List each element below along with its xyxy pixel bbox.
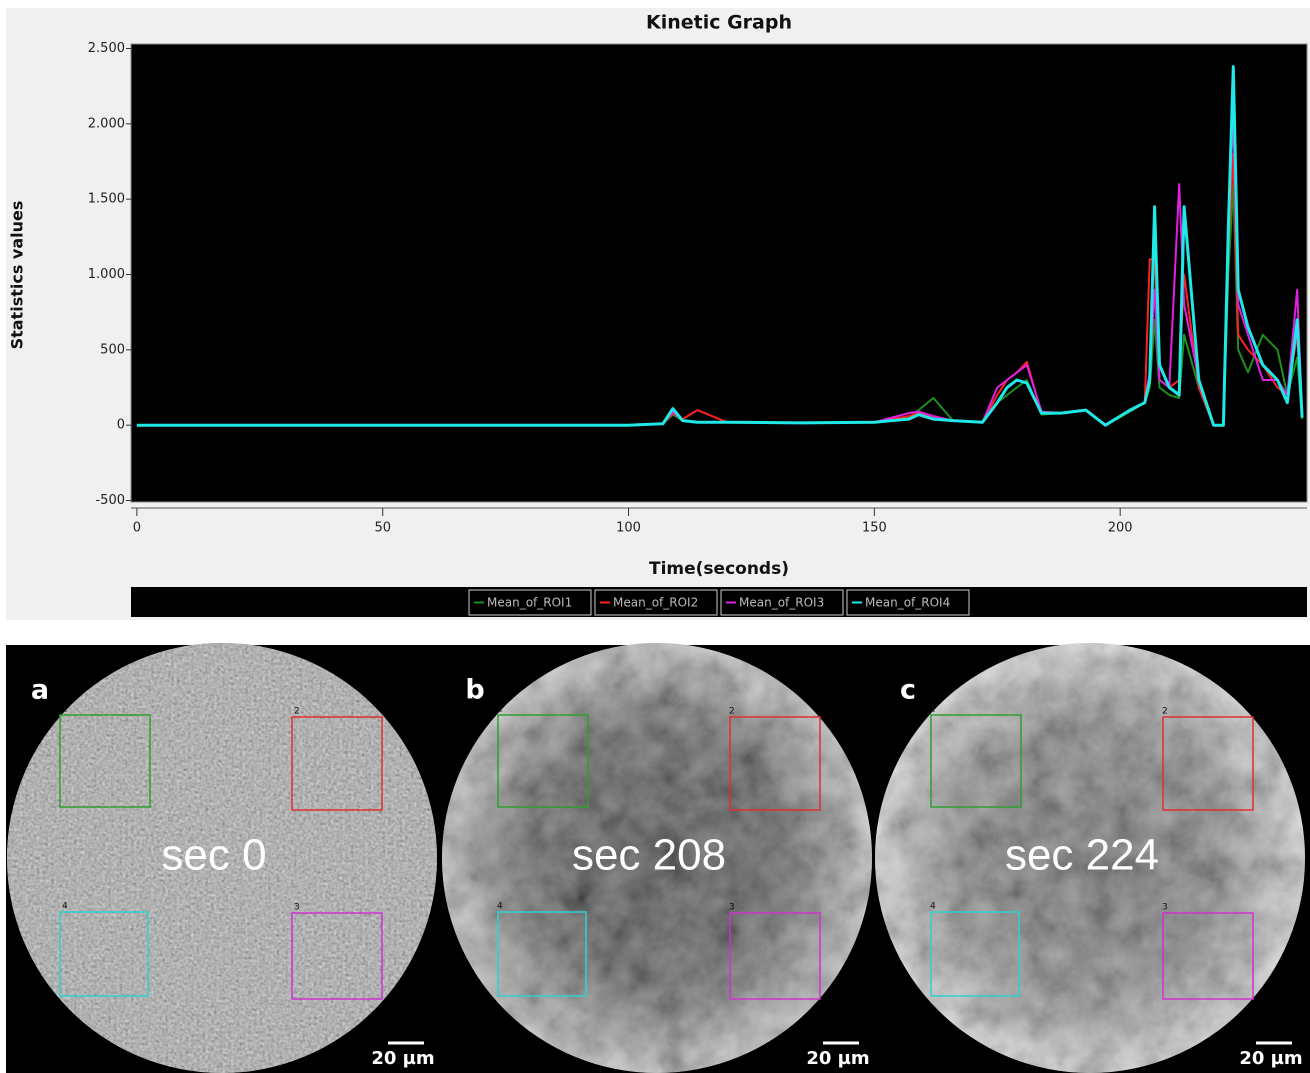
legend-label: Mean_of_ROI3 bbox=[739, 596, 824, 610]
scale-bar-label: 20 µm bbox=[371, 1048, 434, 1069]
x-axis-title: Time(seconds) bbox=[649, 559, 789, 579]
roi-label: 3 bbox=[1162, 903, 1168, 913]
roi-box bbox=[291, 912, 383, 1000]
scale-bar-label: 20 µm bbox=[1239, 1048, 1302, 1069]
chart-title: Kinetic Graph bbox=[646, 12, 792, 34]
legend-label: Mean_of_ROI1 bbox=[487, 596, 572, 610]
legend-item: Mean_of_ROI4 bbox=[846, 589, 970, 616]
roi-box bbox=[59, 911, 149, 997]
roi-label: 4 bbox=[930, 902, 936, 912]
roi-label: 1 bbox=[497, 705, 503, 715]
roi-box bbox=[497, 911, 587, 997]
y-tick-label: -500 bbox=[95, 493, 125, 508]
roi-label: 1 bbox=[62, 705, 68, 715]
legend bbox=[131, 587, 1307, 617]
y-axis-title: Statistics values bbox=[8, 201, 27, 350]
x-tick-label: 50 bbox=[374, 521, 391, 536]
legend-box bbox=[720, 589, 844, 616]
panel-label: c bbox=[900, 675, 916, 706]
legend-item: Mean_of_ROI3 bbox=[720, 589, 844, 616]
roi-box bbox=[930, 714, 1022, 808]
legend-label: Mean_of_ROI4 bbox=[865, 596, 950, 610]
x-tick-label: 0 bbox=[133, 521, 141, 536]
roi-label: 2 bbox=[294, 707, 300, 717]
roi-box bbox=[59, 714, 151, 808]
roi-label: 3 bbox=[294, 903, 300, 913]
roi-label: 2 bbox=[729, 707, 735, 717]
y-tick-label: 1.000 bbox=[88, 267, 125, 282]
scale-bar-label: 20 µm bbox=[806, 1048, 869, 1069]
panel-caption: sec 224 bbox=[1005, 831, 1159, 880]
y-tick-label: 0 bbox=[117, 418, 125, 433]
roi-label: 3 bbox=[729, 903, 735, 913]
roi-box bbox=[291, 716, 383, 811]
legend-item: Mean_of_ROI1 bbox=[468, 589, 592, 616]
roi-box bbox=[497, 714, 589, 808]
image-group: 1 2 3 4 a sec 0 20 µm 1 2 3 4 b sec 208 20 µm 1 2 3 4 c sec… bbox=[7, 643, 1305, 1073]
panel-caption: sec 0 bbox=[161, 831, 266, 880]
x-tick-label: 200 bbox=[1108, 521, 1133, 536]
roi-label: 4 bbox=[62, 902, 68, 912]
legend-item: Mean_of_ROI2 bbox=[594, 589, 718, 616]
y-tick-label: 1.500 bbox=[88, 192, 125, 207]
legend-box bbox=[468, 589, 592, 616]
panel-label: b bbox=[465, 675, 484, 706]
panel-label: a bbox=[31, 675, 49, 706]
y-tick-label: 2.000 bbox=[88, 116, 125, 131]
roi-box bbox=[930, 911, 1020, 997]
y-tick-label: 2.500 bbox=[88, 41, 125, 56]
panel-caption: sec 208 bbox=[572, 831, 726, 880]
roi-label: 4 bbox=[497, 902, 503, 912]
legend-box bbox=[846, 589, 970, 616]
roi-label: 1 bbox=[930, 705, 936, 715]
x-tick-label: 150 bbox=[862, 521, 887, 536]
y-tick-label: 500 bbox=[100, 342, 125, 357]
roi-box bbox=[729, 912, 821, 1000]
plot-area bbox=[130, 43, 1308, 503]
x-tick-label: 100 bbox=[616, 521, 641, 536]
legend-label: Mean_of_ROI2 bbox=[613, 596, 698, 610]
roi-label: 2 bbox=[1162, 707, 1168, 717]
legend-box bbox=[594, 589, 718, 616]
roi-box bbox=[1162, 912, 1254, 1000]
series-line bbox=[136, 65, 1304, 427]
roi-box bbox=[729, 716, 821, 811]
roi-box bbox=[1162, 716, 1254, 811]
